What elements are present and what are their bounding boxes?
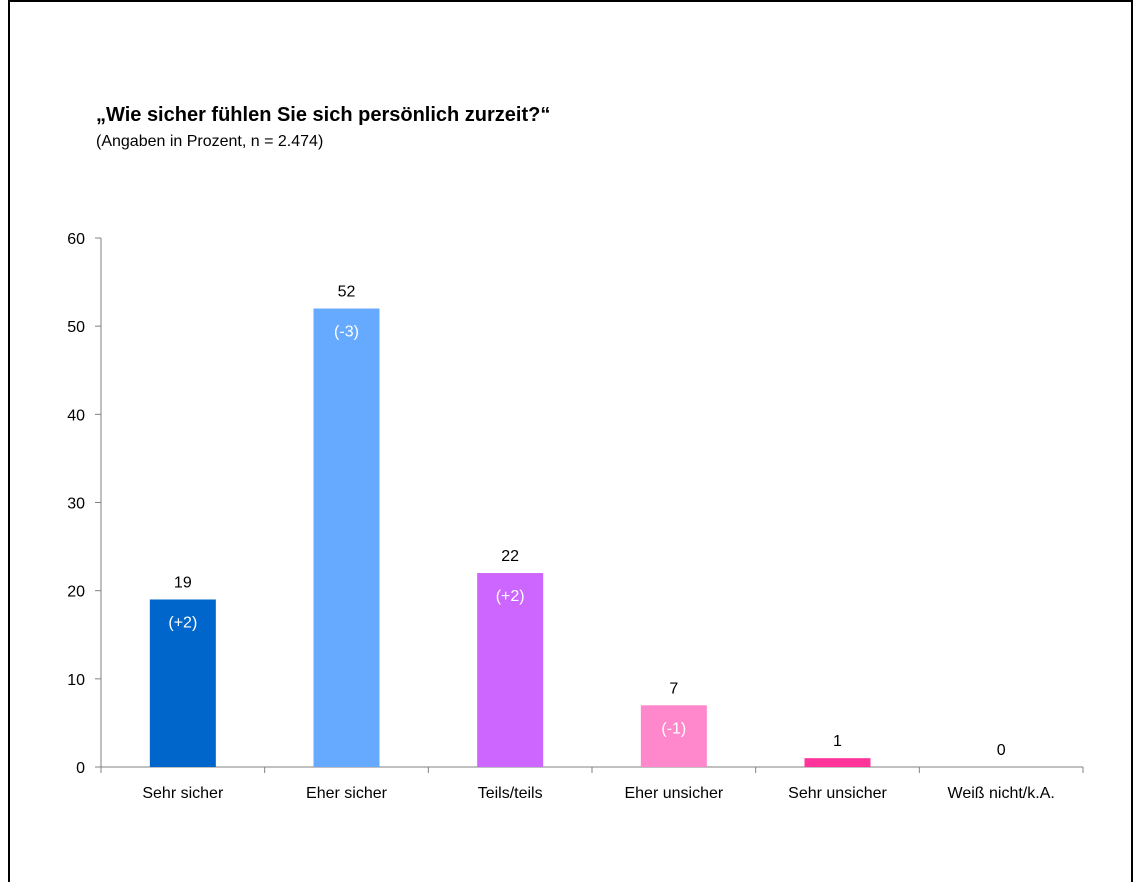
- y-tick-label: 30: [67, 496, 85, 513]
- y-tick-label: 40: [67, 407, 85, 424]
- chart-subtitle: (Angaben in Prozent, n = 2.474): [96, 133, 324, 150]
- bar-value-label: 0: [997, 742, 1006, 759]
- x-category-label: Weiß nicht/k.A.: [948, 785, 1055, 802]
- x-category-label: Teils/teils: [478, 785, 543, 802]
- bar: [149, 599, 216, 767]
- bar-value-label: 22: [501, 548, 519, 565]
- y-tick-label: 50: [67, 319, 85, 336]
- chart-title: „Wie sicher fühlen Sie sich persönlich z…: [96, 104, 551, 126]
- bar: [804, 758, 871, 767]
- y-tick-label: 0: [76, 760, 85, 777]
- bar: [477, 573, 544, 767]
- bar-change-label: (+2): [496, 588, 525, 605]
- bar-change-label: (-3): [334, 324, 359, 341]
- bar-value-label: 1: [833, 733, 842, 750]
- x-category-label: Eher unsicher: [624, 785, 723, 802]
- bar-value-label: 19: [174, 574, 192, 591]
- x-category-label: Eher sicher: [306, 785, 388, 802]
- bar: [313, 308, 380, 767]
- bar-value-label: 7: [669, 680, 678, 697]
- bar-value-label: 52: [338, 284, 356, 301]
- chart-frame: [8, 0, 1133, 882]
- y-tick-label: 60: [67, 231, 85, 248]
- bar-change-label: (+2): [168, 614, 197, 631]
- bar-change-label: (-1): [661, 720, 686, 737]
- x-category-label: Sehr unsicher: [788, 785, 887, 802]
- y-tick-label: 10: [67, 672, 85, 689]
- bar: [640, 705, 707, 767]
- y-tick-label: 20: [67, 584, 85, 601]
- x-category-label: Sehr sicher: [142, 785, 224, 802]
